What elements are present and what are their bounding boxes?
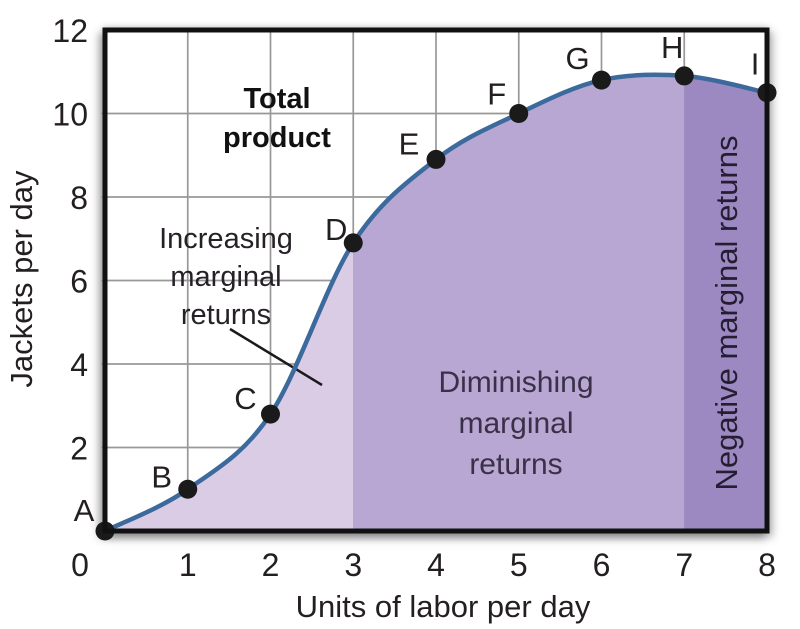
x-tick-label-5: 5 <box>510 547 528 583</box>
data-point-C <box>261 404 280 424</box>
point-label-A: A <box>74 493 95 528</box>
region-fill-diminishing-marginal-returns <box>353 74 685 531</box>
y-tick-label-2: 2 <box>70 431 88 467</box>
data-point-B <box>178 479 198 499</box>
x-tick-label-2: 2 <box>262 547 280 583</box>
y-tick-label-4: 4 <box>70 347 88 383</box>
total-product-curve-group <box>102 72 770 534</box>
x-tick-label-3: 3 <box>344 547 362 583</box>
point-label-I: I <box>751 47 760 82</box>
point-label-C: C <box>234 381 256 416</box>
point-label-B: B <box>151 459 172 494</box>
y-tick-label-8: 8 <box>70 180 88 216</box>
point-label-E: E <box>399 126 420 161</box>
x-tick-label-8: 8 <box>758 547 776 583</box>
region-fill-negative-marginal-returns <box>684 75 767 531</box>
point-label-H: H <box>661 30 683 65</box>
plot-border <box>102 27 770 534</box>
data-point-F <box>509 104 529 123</box>
y-tick-label-6: 6 <box>70 264 88 300</box>
y-tick-label-12: 12 <box>52 13 88 49</box>
plot-border-rect <box>102 27 770 534</box>
data-points <box>95 66 777 541</box>
point-label-F: F <box>487 77 506 112</box>
x-tick-label-0: 0 <box>71 547 89 583</box>
y-tick-label-10: 10 <box>52 97 88 133</box>
data-point-labels: A B C D E F G H I <box>74 30 760 528</box>
point-label-G: G <box>565 41 589 76</box>
total-product-curve <box>102 72 770 534</box>
data-point-G <box>592 70 611 90</box>
point-label-D: D <box>325 212 347 247</box>
x-tick-label-4: 4 <box>427 547 445 583</box>
increasing-region-pointer-line <box>229 327 323 387</box>
data-point-D <box>343 233 363 253</box>
annotations <box>229 327 323 387</box>
x-tick-label-7: 7 <box>675 547 693 583</box>
region-fill-increasing-marginal-returns <box>105 242 354 531</box>
x-tick-label-6: 6 <box>593 547 611 583</box>
data-point-E <box>426 149 446 169</box>
region-fills <box>105 74 767 531</box>
x-tick-label-1: 1 <box>179 547 197 583</box>
data-point-H <box>674 66 694 86</box>
